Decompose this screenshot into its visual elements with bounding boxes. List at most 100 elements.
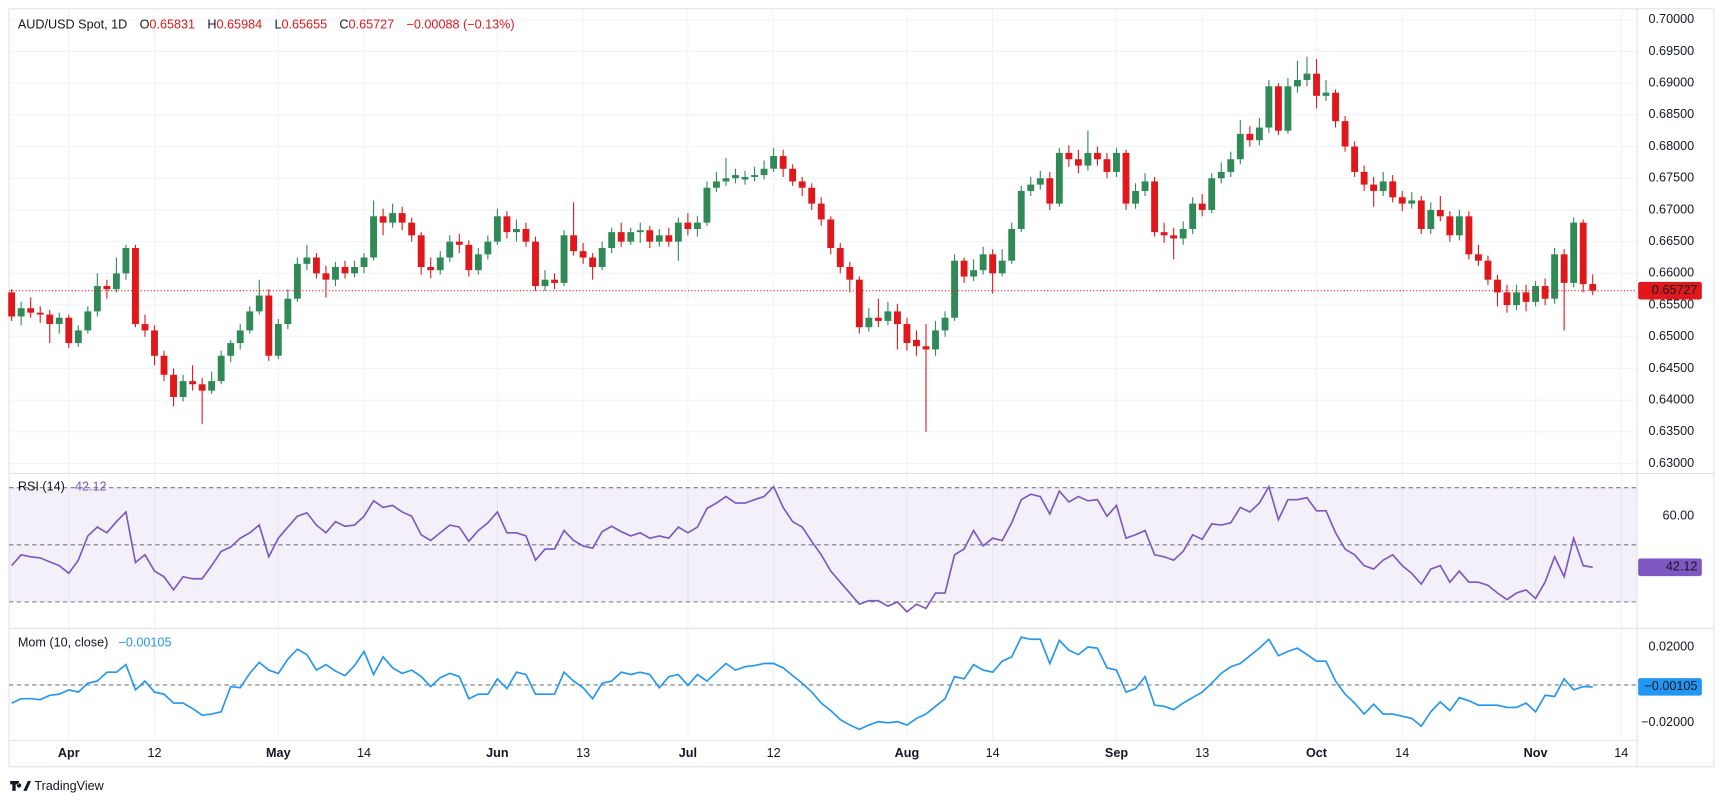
candle-body xyxy=(1208,178,1216,210)
candle-body xyxy=(465,244,473,271)
candle-body xyxy=(1436,209,1444,217)
candle-body xyxy=(198,384,206,391)
ohlc-value: 0.65727 xyxy=(349,18,395,32)
y-tick-label: −0.02000 xyxy=(1641,715,1694,729)
candle-body xyxy=(922,346,930,350)
candle-body xyxy=(970,270,978,277)
candle-body xyxy=(1532,286,1539,302)
x-tick-label: Sep xyxy=(1105,746,1128,760)
candle-body xyxy=(789,168,797,182)
x-tick-label: Apr xyxy=(58,746,80,760)
candle-body xyxy=(1160,232,1168,236)
candle-body xyxy=(941,317,949,331)
candle-body xyxy=(703,187,711,223)
candle-body xyxy=(1179,228,1187,239)
candle-body xyxy=(1065,152,1073,160)
candle-body xyxy=(1513,292,1520,306)
candle-body xyxy=(684,222,692,229)
candle-body xyxy=(1503,292,1511,306)
marks-layer xyxy=(8,56,1638,731)
candle-body xyxy=(1284,86,1292,131)
candle-body xyxy=(503,216,511,233)
candle-body xyxy=(255,295,263,312)
candle-body xyxy=(589,257,597,268)
candle-body xyxy=(417,235,425,268)
candle-body xyxy=(1417,200,1425,229)
symbol-header: AUD/USD Spot, 1D O0.65831 H0.65984 L0.65… xyxy=(18,18,515,32)
candle-body xyxy=(1446,216,1454,236)
candle-body xyxy=(446,241,454,258)
last-value-label: 42.12 xyxy=(1666,560,1698,574)
candle-body xyxy=(1560,254,1568,283)
x-tick-label: 14 xyxy=(357,746,371,760)
brand: TradingView xyxy=(34,779,104,793)
candle-body xyxy=(722,178,730,182)
candle-body xyxy=(265,295,273,356)
candle-body xyxy=(160,355,168,375)
candle-body xyxy=(1094,152,1101,160)
candle-body xyxy=(1294,79,1301,87)
rsi-last-value: 42.12 xyxy=(75,480,107,494)
candle-body xyxy=(1551,254,1559,299)
y-tick-label: 0.69500 xyxy=(1649,44,1695,58)
y-tick-label: 0.67500 xyxy=(1649,171,1695,185)
last-price-label: 0.65727 xyxy=(1652,283,1698,297)
mom-header: Mom (10, close) −0.00105 xyxy=(18,636,172,650)
x-tick-label: May xyxy=(266,746,291,760)
logo-icon xyxy=(10,781,32,791)
candle-body xyxy=(1398,197,1406,204)
y-tick-label: 0.70000 xyxy=(1649,12,1695,26)
candle-body xyxy=(1036,178,1044,185)
candle-body xyxy=(1341,121,1349,147)
candle-body xyxy=(274,324,282,356)
symbol: AUD/USD Spot, 1D xyxy=(18,18,127,32)
candle-body xyxy=(827,219,835,248)
rsi-title: RSI (14) xyxy=(18,480,65,494)
y-tick-label: 0.65500 xyxy=(1649,297,1695,311)
grid-layer xyxy=(9,8,1638,741)
candle-body xyxy=(522,228,530,242)
candle-body xyxy=(132,247,139,325)
candle-body xyxy=(141,324,149,331)
candle-body xyxy=(1379,181,1387,191)
candle-body xyxy=(551,279,558,283)
candle-body xyxy=(760,168,768,176)
candle-body xyxy=(389,213,397,223)
candle-body xyxy=(884,311,892,321)
candle-body xyxy=(1465,216,1473,255)
candle-body xyxy=(627,232,635,242)
candle-body xyxy=(1332,92,1339,122)
candle-body xyxy=(893,311,901,325)
candle-body xyxy=(817,203,825,220)
candle-body xyxy=(693,222,701,229)
candle-body xyxy=(1122,152,1130,204)
candle-body xyxy=(1408,200,1416,204)
candle-body xyxy=(751,175,758,177)
candle-body xyxy=(1274,86,1282,131)
y-tick-label: 0.64500 xyxy=(1649,361,1695,375)
x-tick-label: Jul xyxy=(679,746,697,760)
candle-body xyxy=(65,317,73,344)
candle-body xyxy=(1351,146,1359,172)
candle-body xyxy=(1103,159,1111,172)
candle-body xyxy=(1579,222,1587,285)
candle-body xyxy=(846,267,854,280)
candle-body xyxy=(1265,86,1273,128)
candle-body xyxy=(598,247,606,268)
y-tick-label: 0.64000 xyxy=(1649,392,1695,406)
candle-body xyxy=(1236,133,1244,160)
x-tick-label: 14 xyxy=(1395,746,1409,760)
x-tick-label: 13 xyxy=(1195,746,1209,760)
candle-body xyxy=(436,257,444,271)
candle-body xyxy=(779,156,787,169)
candle-body xyxy=(1389,181,1397,198)
candle-body xyxy=(1494,279,1501,293)
candle-body xyxy=(741,176,749,180)
rsi-header: RSI (14) 42.12 xyxy=(18,480,107,494)
y-tick-label: 0.66000 xyxy=(1649,266,1695,280)
y-tick-label: 0.69000 xyxy=(1649,75,1695,89)
candle-body xyxy=(1322,92,1330,96)
y-tick-label: 0.02000 xyxy=(1649,639,1695,653)
candle-body xyxy=(608,232,616,248)
